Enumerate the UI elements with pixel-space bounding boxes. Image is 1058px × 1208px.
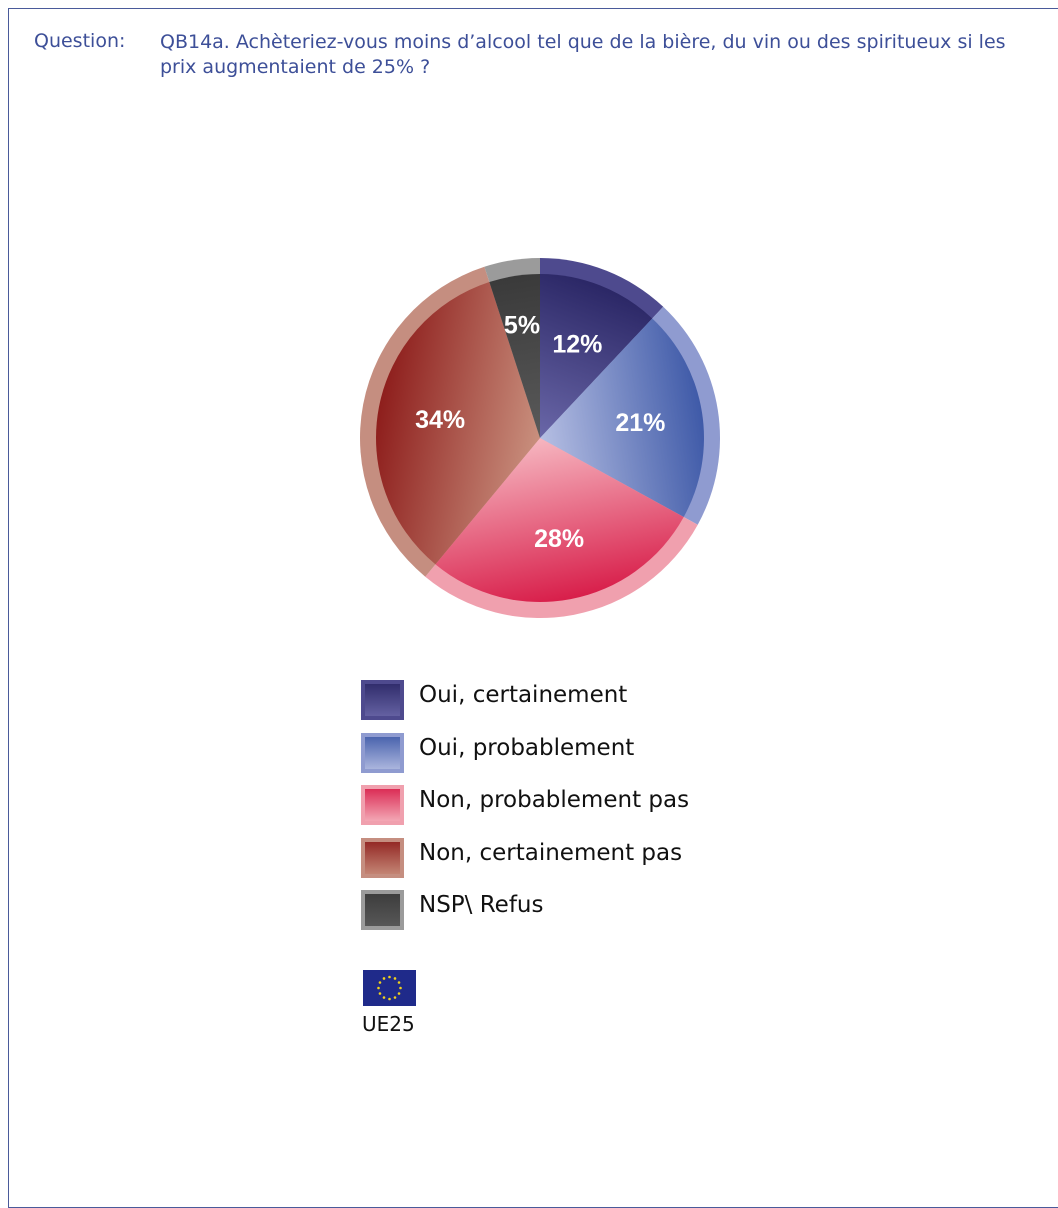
pie-slice-2: [540, 318, 704, 518]
region-label: UE25: [362, 1012, 415, 1036]
eu-star: [399, 986, 402, 990]
legend-swatch: [361, 680, 404, 720]
pie-slice-5: [489, 274, 540, 438]
pie-slice-1: [540, 274, 653, 438]
legend-label: Oui, certainement: [419, 682, 628, 708]
legend-swatch: [361, 785, 404, 825]
legend-label: Non, probablement pas: [419, 787, 690, 813]
pie-slice-label-1: 12%: [552, 331, 602, 359]
eu-star: [393, 977, 397, 980]
legend-swatch: [361, 732, 404, 773]
eu-star: [388, 975, 391, 979]
pie-slice-label-3: 28%: [534, 525, 584, 553]
eu-star: [397, 981, 401, 984]
eu-star: [388, 997, 391, 1001]
eu-star: [377, 986, 380, 990]
eu-star: [378, 992, 382, 995]
eu-star: [378, 981, 382, 984]
legend-label: Oui, probablement: [419, 734, 635, 761]
pie-slice-label-4: 34%: [415, 406, 465, 434]
pie-slice-label-5: 5%: [504, 312, 540, 340]
question-text: QB14a. Achèteriez-vous moins d’alcool te…: [160, 31, 1006, 78]
eu-star: [382, 977, 386, 980]
eu-star: [397, 992, 401, 995]
pie-slice-4: [376, 282, 540, 565]
pie-slice-label-2: 21%: [615, 409, 665, 437]
question-label: Question:: [34, 30, 126, 52]
legend-label: Non, certainement pas: [419, 839, 683, 866]
legend-label: NSP\ Refus: [419, 892, 544, 918]
eu-flag-icon: [363, 970, 416, 1006]
legend-swatch: [361, 890, 404, 930]
pie-slice-3: [435, 438, 684, 602]
eu-star: [393, 996, 397, 999]
pie-chart: 12% 21% 28% 34% 5%: [360, 258, 721, 619]
legend-swatch: [361, 837, 404, 878]
eu-star: [382, 996, 386, 999]
